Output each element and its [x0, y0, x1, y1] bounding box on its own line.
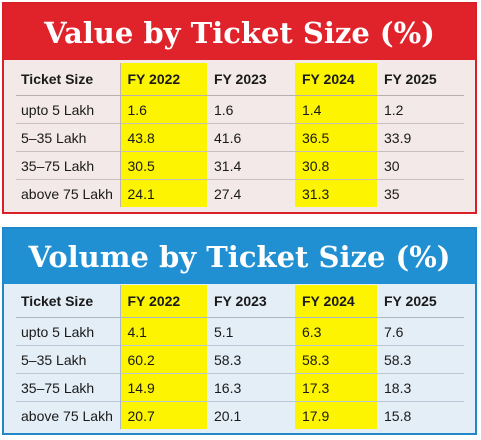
- table-row: 35–75 Lakh 14.9 16.3 17.3 18.3: [16, 373, 464, 402]
- table-cell: 60.2: [119, 345, 207, 374]
- table-cell: 58.3: [377, 345, 464, 374]
- volume-table-header-row: Ticket Size FY 2022 FY 2023 FY 2024 FY 2…: [16, 285, 464, 318]
- table-cell: 41.6: [207, 123, 295, 152]
- table-cell: 18.3: [377, 373, 464, 402]
- table-cell: 16.3: [207, 373, 295, 402]
- row-label: 35–75 Lakh: [16, 151, 120, 180]
- row-label: upto 5 Lakh: [16, 95, 120, 124]
- table-cell: 6.3: [295, 317, 377, 346]
- value-table-panel: Value by Ticket Size (%) Ticket Size FY …: [2, 2, 477, 214]
- column-header-fy2024: FY 2024: [295, 285, 377, 318]
- volume-table-panel: Volume by Ticket Size (%) Ticket Size FY…: [2, 227, 477, 435]
- table-row: upto 5 Lakh 4.1 5.1 6.3 7.6: [16, 317, 464, 346]
- table-cell: 17.9: [295, 401, 377, 429]
- table-cell: 1.4: [295, 95, 377, 124]
- table-cell: 20.7: [119, 401, 207, 429]
- row-label: upto 5 Lakh: [16, 317, 120, 346]
- row-label: above 75 Lakh: [16, 401, 120, 429]
- table-row: 5–35 Lakh 43.8 41.6 36.5 33.9: [16, 123, 464, 152]
- table-cell: 7.6: [377, 317, 464, 346]
- table-cell: 1.6: [119, 95, 207, 124]
- row-label: 35–75 Lakh: [16, 373, 120, 402]
- row-label: above 75 Lakh: [16, 179, 120, 207]
- row-label: 5–35 Lakh: [16, 123, 120, 152]
- table-cell: 30.5: [119, 151, 207, 180]
- table-cell: 17.3: [295, 373, 377, 402]
- value-table-title: Value by Ticket Size (%): [4, 4, 475, 60]
- table-cell: 30: [377, 151, 464, 180]
- table-cell: 31.4: [207, 151, 295, 180]
- table-cell: 30.8: [295, 151, 377, 180]
- table-row: 35–75 Lakh 30.5 31.4 30.8 30: [16, 151, 464, 180]
- table-row: above 75 Lakh 24.1 27.4 31.3 35: [16, 179, 464, 207]
- row-label: 5–35 Lakh: [16, 345, 120, 374]
- column-header-fy2023: FY 2023: [207, 285, 295, 318]
- table-cell: 33.9: [377, 123, 464, 152]
- table-cell: 1.6: [207, 95, 295, 124]
- table-cell: 43.8: [119, 123, 207, 152]
- table-cell: 14.9: [119, 373, 207, 402]
- table-row: 5–35 Lakh 60.2 58.3 58.3 58.3: [16, 345, 464, 374]
- table-cell: 20.1: [207, 401, 295, 429]
- table-cell: 35: [377, 179, 464, 207]
- column-header-fy2023: FY 2023: [207, 63, 295, 96]
- column-header-ticket-size: Ticket Size: [16, 285, 120, 318]
- value-table-header-row: Ticket Size FY 2022 FY 2023 FY 2024 FY 2…: [16, 63, 464, 96]
- volume-table: Ticket Size FY 2022 FY 2023 FY 2024 FY 2…: [16, 285, 464, 429]
- table-cell: 27.4: [207, 179, 295, 207]
- column-header-fy2025: FY 2025: [377, 285, 464, 318]
- table-cell: 1.2: [377, 95, 464, 124]
- column-header-fy2022: FY 2022: [119, 285, 207, 318]
- column-header-fy2024: FY 2024: [295, 63, 377, 96]
- table-cell: 15.8: [377, 401, 464, 429]
- table-cell: 58.3: [207, 345, 295, 374]
- table-row: upto 5 Lakh 1.6 1.6 1.4 1.2: [16, 95, 464, 124]
- table-cell: 4.1: [119, 317, 207, 346]
- table-cell: 58.3: [295, 345, 377, 374]
- column-header-fy2025: FY 2025: [377, 63, 464, 96]
- table-cell: 5.1: [207, 317, 295, 346]
- table-row: above 75 Lakh 20.7 20.1 17.9 15.8: [16, 401, 464, 429]
- column-header-ticket-size: Ticket Size: [16, 63, 120, 96]
- value-table: Ticket Size FY 2022 FY 2023 FY 2024 FY 2…: [16, 63, 464, 207]
- table-cell: 36.5: [295, 123, 377, 152]
- column-header-fy2022: FY 2022: [119, 63, 207, 96]
- table-cell: 31.3: [295, 179, 377, 207]
- table-cell: 24.1: [119, 179, 207, 207]
- volume-table-title: Volume by Ticket Size (%): [4, 229, 475, 284]
